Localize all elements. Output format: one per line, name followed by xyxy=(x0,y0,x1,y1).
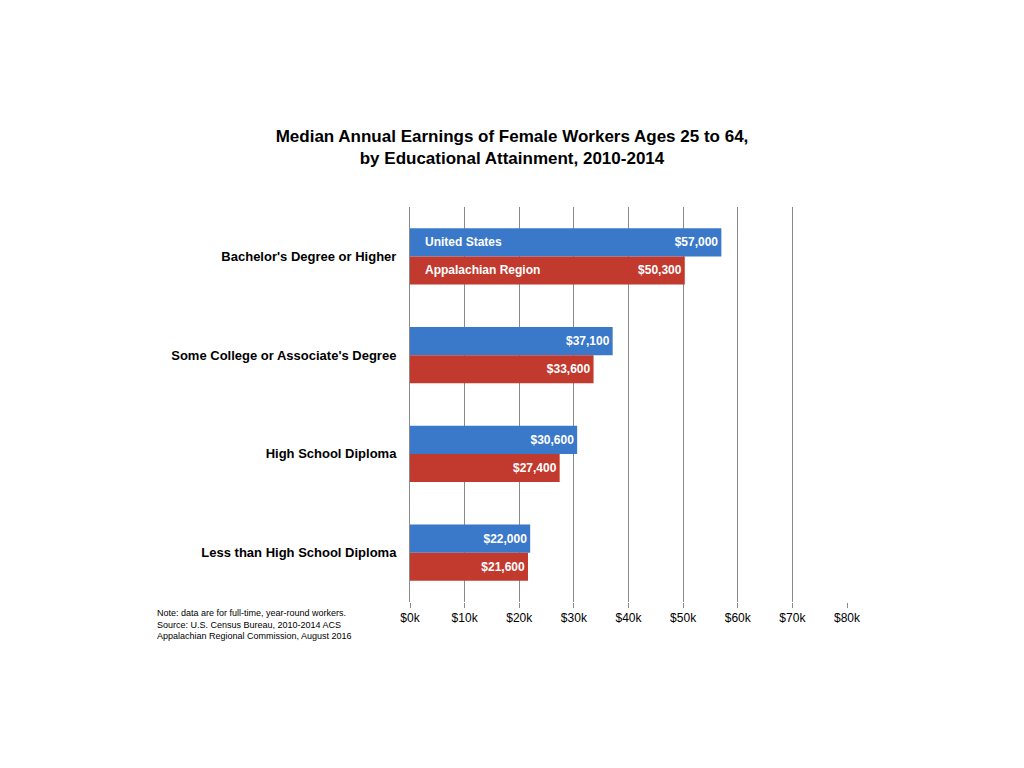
svg-text:$50k: $50k xyxy=(670,611,697,625)
svg-text:$10k: $10k xyxy=(452,611,479,625)
svg-text:$60k: $60k xyxy=(725,611,752,625)
svg-text:$50,300: $50,300 xyxy=(638,263,682,277)
svg-text:Note: data are for full-time,: Note: data are for full-time, year-round… xyxy=(157,608,352,641)
svg-text:Bachelor's Degree or Higher: Bachelor's Degree or Higher xyxy=(221,249,396,264)
svg-text:$70k: $70k xyxy=(779,611,806,625)
svg-text:Appalachian Region: Appalachian Region xyxy=(425,263,540,277)
svg-text:$33,600: $33,600 xyxy=(547,362,591,376)
svg-text:$30,600: $30,600 xyxy=(530,433,574,447)
svg-text:Some College or Associate's De: Some College or Associate's Degree xyxy=(171,348,396,363)
svg-text:$57,000: $57,000 xyxy=(675,235,719,249)
svg-text:High School Diploma: High School Diploma xyxy=(266,446,397,461)
svg-text:$21,600: $21,600 xyxy=(481,560,525,574)
svg-text:United States: United States xyxy=(425,235,502,249)
svg-text:$80k: $80k xyxy=(834,611,861,625)
svg-text:$27,400: $27,400 xyxy=(513,461,557,475)
svg-text:Median Annual Earnings of Fema: Median Annual Earnings of Female Workers… xyxy=(276,127,749,168)
svg-text:$40k: $40k xyxy=(615,611,642,625)
svg-text:$30k: $30k xyxy=(561,611,588,625)
svg-text:$37,100: $37,100 xyxy=(566,334,610,348)
svg-text:Less than High School Diploma: Less than High School Diploma xyxy=(201,545,397,560)
svg-text:$22,000: $22,000 xyxy=(483,532,527,546)
svg-text:$20k: $20k xyxy=(506,611,533,625)
svg-text:$0k: $0k xyxy=(400,611,420,625)
